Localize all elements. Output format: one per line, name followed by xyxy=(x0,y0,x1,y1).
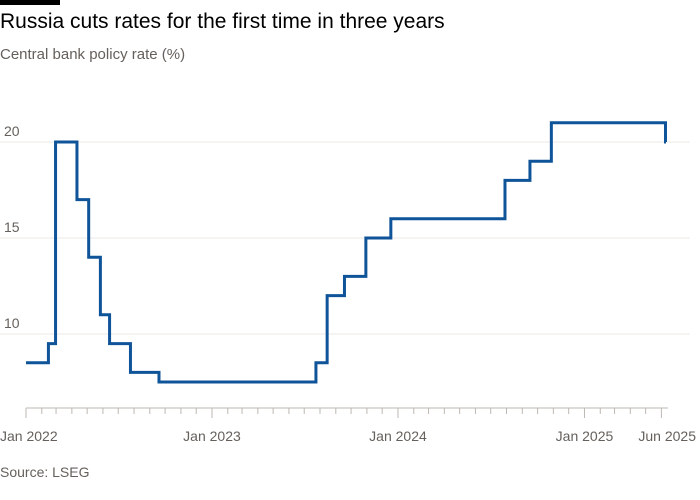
policy-rate-line xyxy=(26,121,667,384)
series-layer xyxy=(26,121,667,384)
y-tick-label: 20 xyxy=(4,123,20,139)
chart-subtitle: Central bank policy rate (%) xyxy=(0,46,186,63)
brand-top-rule xyxy=(0,0,60,5)
source-note: Source: LSEG xyxy=(0,464,90,480)
y-axis-labels: 10 15 20 xyxy=(4,123,20,331)
x-tick-label: Jan 2022 xyxy=(0,428,58,444)
x-axis: Jan 2022 Jan 2023 Jan 2024 Jan 2025 Jun 2025 xyxy=(0,407,696,444)
y-tick-label: 15 xyxy=(4,219,20,235)
y-tick-label: 10 xyxy=(4,315,20,331)
x-tick-label: Jan 2024 xyxy=(369,428,427,444)
grid-layer xyxy=(0,141,690,335)
x-tick-label: Jan 2023 xyxy=(183,428,241,444)
x-tick-label: Jan 2025 xyxy=(556,428,614,444)
chart-title: Russia cuts rates for the first time in … xyxy=(0,10,445,33)
x-tick-label: Jun 2025 xyxy=(638,428,696,444)
